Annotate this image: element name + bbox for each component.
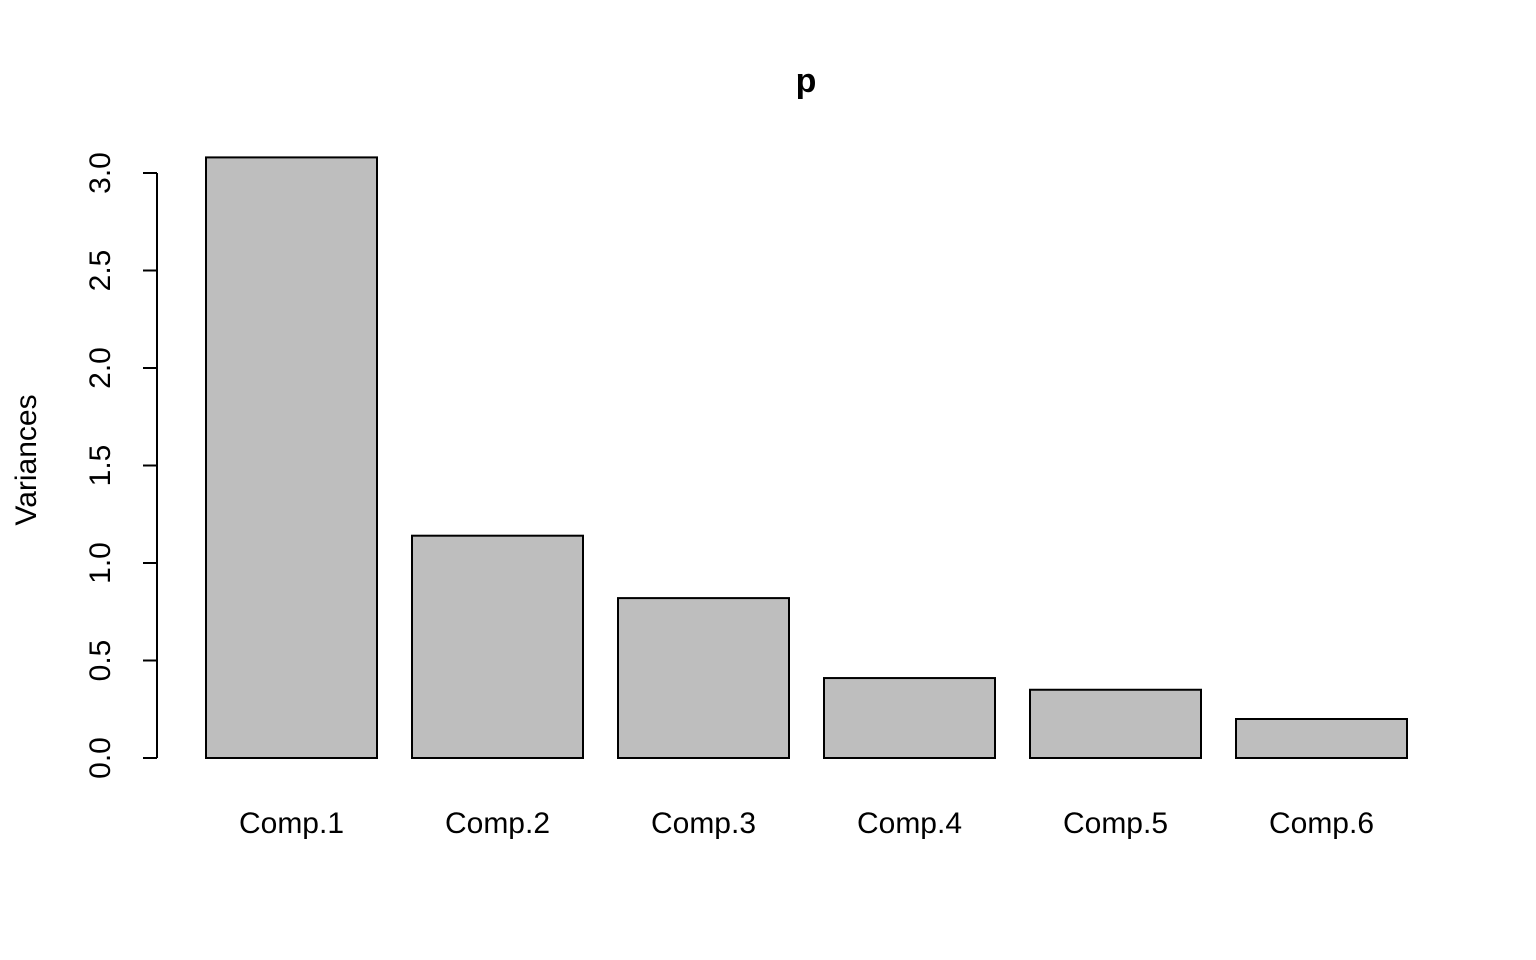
y-tick-label: 2.0 — [84, 347, 117, 389]
bar-comp-4 — [823, 677, 996, 759]
category-label: Comp.3 — [651, 807, 756, 840]
y-tick-label: 0.5 — [84, 640, 117, 682]
bar-comp-2 — [411, 534, 584, 760]
category-label: Comp.5 — [1063, 807, 1168, 840]
y-tick-label: 0.0 — [84, 737, 117, 779]
y-axis-ticks: 0.0 0.5 1.0 1.5 2.0 2.5 3.0 — [84, 152, 157, 779]
category-label: Comp.1 — [239, 807, 344, 840]
category-label: Comp.4 — [857, 807, 962, 840]
bar-comp-6 — [1235, 718, 1408, 759]
bar-comp-3 — [617, 597, 790, 759]
y-tick-label: 1.5 — [84, 445, 117, 487]
y-tick-label: 2.5 — [84, 250, 117, 292]
y-axis-label: Variances — [10, 394, 43, 525]
category-labels: Comp.1 Comp.2 Comp.3 Comp.4 Comp.5 Comp.6 — [239, 807, 1374, 840]
y-tick-label: 3.0 — [84, 152, 117, 194]
category-label: Comp.6 — [1269, 807, 1374, 840]
bars-group — [205, 156, 1408, 760]
y-tick-label: 1.0 — [84, 542, 117, 584]
chart-title: p — [796, 62, 817, 100]
bar-comp-5 — [1029, 688, 1202, 759]
bar-comp-1 — [205, 156, 378, 759]
category-label: Comp.2 — [445, 807, 550, 840]
